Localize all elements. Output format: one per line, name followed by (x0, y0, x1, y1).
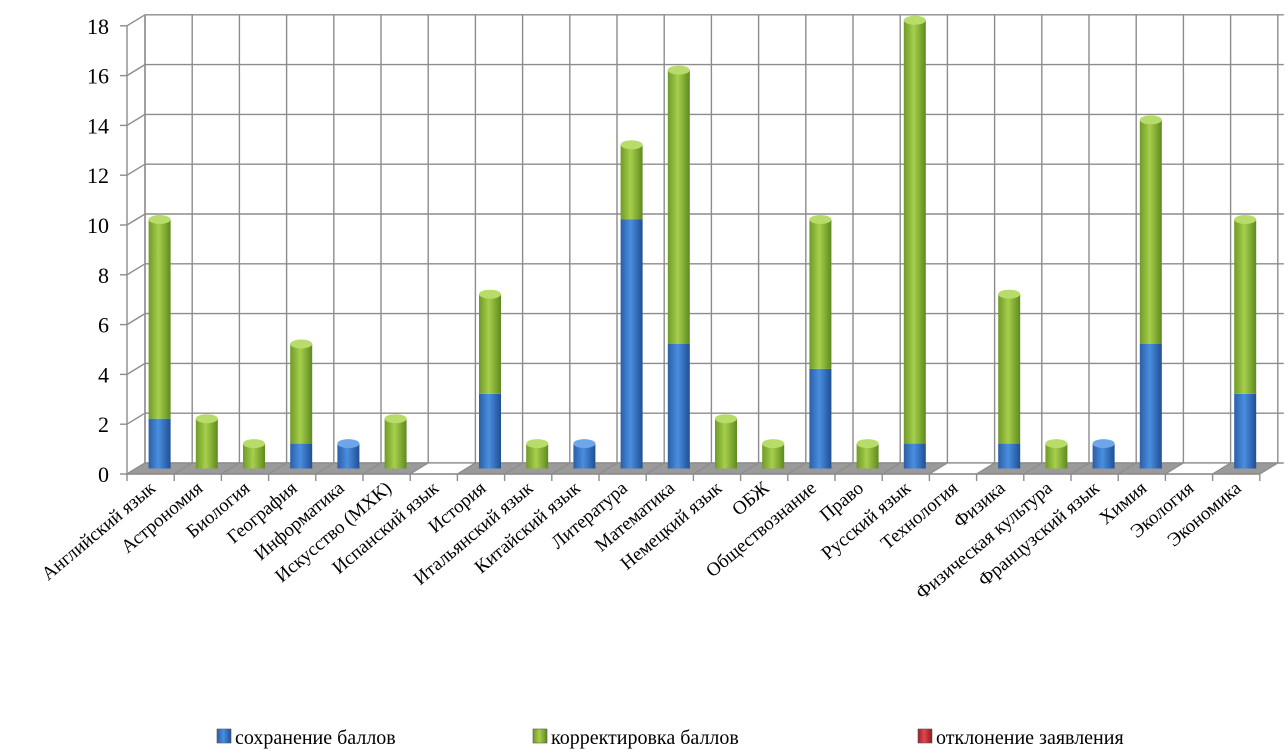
legend-swatch (216, 728, 232, 744)
bar-cap (715, 414, 737, 424)
y-tick-label: 0 (98, 462, 109, 487)
gridline-side (126, 14, 146, 27)
gridline-side (126, 113, 146, 126)
legend-label: сохранение баллов (235, 727, 396, 749)
y-tick-label: 18 (87, 14, 109, 39)
bar-cap (1045, 439, 1068, 449)
y-tick-label: 10 (87, 213, 109, 238)
bar-cap (195, 414, 218, 424)
bar-segment (856, 443, 879, 469)
legend-swatch (532, 728, 548, 744)
legend: сохранение баллов корректировка баллов отк… (216, 727, 1124, 749)
bar-cap (243, 439, 265, 449)
bars (148, 15, 1257, 469)
bar-segment (1092, 443, 1115, 469)
y-tick-label: 16 (87, 64, 109, 89)
bar-segment (903, 443, 926, 469)
bar-segment (715, 418, 737, 469)
bar-segment (667, 344, 690, 469)
bar-segment (809, 368, 832, 469)
bar-segment (809, 219, 832, 369)
bar-cap (620, 140, 643, 150)
bar-cap (479, 289, 501, 299)
bar-segment (148, 418, 171, 469)
bar-cap (290, 339, 313, 349)
bar-segment (337, 443, 360, 469)
bar-cap (526, 439, 549, 449)
bar-segment (384, 418, 407, 469)
legend-item: корректировка баллов (532, 727, 739, 749)
bar-cap (667, 65, 690, 75)
bar-cap (809, 215, 832, 224)
bar-cap (148, 215, 171, 224)
bar-segment (998, 294, 1021, 444)
legend-item: сохранение баллов (216, 727, 396, 749)
bar-cap (762, 439, 785, 449)
gridline-side (126, 213, 146, 226)
bar-segment (1139, 344, 1162, 469)
gridline-side (126, 163, 146, 176)
bar-segment (1234, 393, 1257, 469)
bar-segment (195, 418, 218, 469)
bar-segment (903, 20, 926, 444)
y-tick-label: 6 (98, 313, 109, 338)
bar-segment (1045, 443, 1068, 469)
bar-cap (573, 439, 596, 449)
bar-cap (903, 15, 926, 25)
bar-cap (1092, 439, 1115, 449)
bar-cap (856, 439, 879, 449)
gridline-side (126, 263, 146, 276)
bar-segment (667, 70, 690, 344)
legend-label: корректировка баллов (551, 727, 739, 749)
bar-segment (479, 294, 501, 394)
bar-segment (762, 443, 785, 469)
bar-segment (148, 219, 171, 419)
legend-item: отклонение заявления (917, 727, 1124, 749)
gridline-side (126, 64, 146, 77)
bar-cap (1139, 115, 1162, 125)
gridline-side (126, 412, 146, 425)
bar-segment (573, 443, 596, 469)
bar-segment (479, 393, 501, 469)
bar-segment (998, 443, 1021, 469)
bar-segment (620, 219, 643, 469)
legend-swatch (917, 728, 933, 744)
y-axis-ticks: 0 2 4 6 8 10 12 14 16 18 (87, 14, 127, 487)
gridline-side (126, 313, 146, 326)
y-tick-label: 14 (87, 113, 109, 138)
bar-segment (290, 443, 313, 469)
y-tick-label: 4 (98, 362, 109, 387)
bar-segment (290, 344, 313, 444)
bar-segment (243, 443, 265, 469)
bar-segment (526, 443, 549, 469)
gridline-side (126, 362, 146, 375)
y-tick-label: 12 (87, 163, 109, 188)
bar-segment (1234, 219, 1257, 394)
grid (126, 14, 1284, 475)
bar-segment (620, 144, 643, 220)
y-tick-label: 2 (98, 412, 109, 437)
bar-cap (998, 289, 1021, 299)
bar-segment (1139, 119, 1162, 345)
x-axis-labels: Английский языкАстрономияБиологияГеограф… (38, 477, 1246, 604)
legend-label: отклонение заявления (936, 727, 1124, 749)
bar-cap (384, 414, 407, 424)
y-tick-label: 8 (98, 263, 109, 288)
bar-cap (1234, 215, 1257, 224)
bar-cap (337, 439, 360, 449)
